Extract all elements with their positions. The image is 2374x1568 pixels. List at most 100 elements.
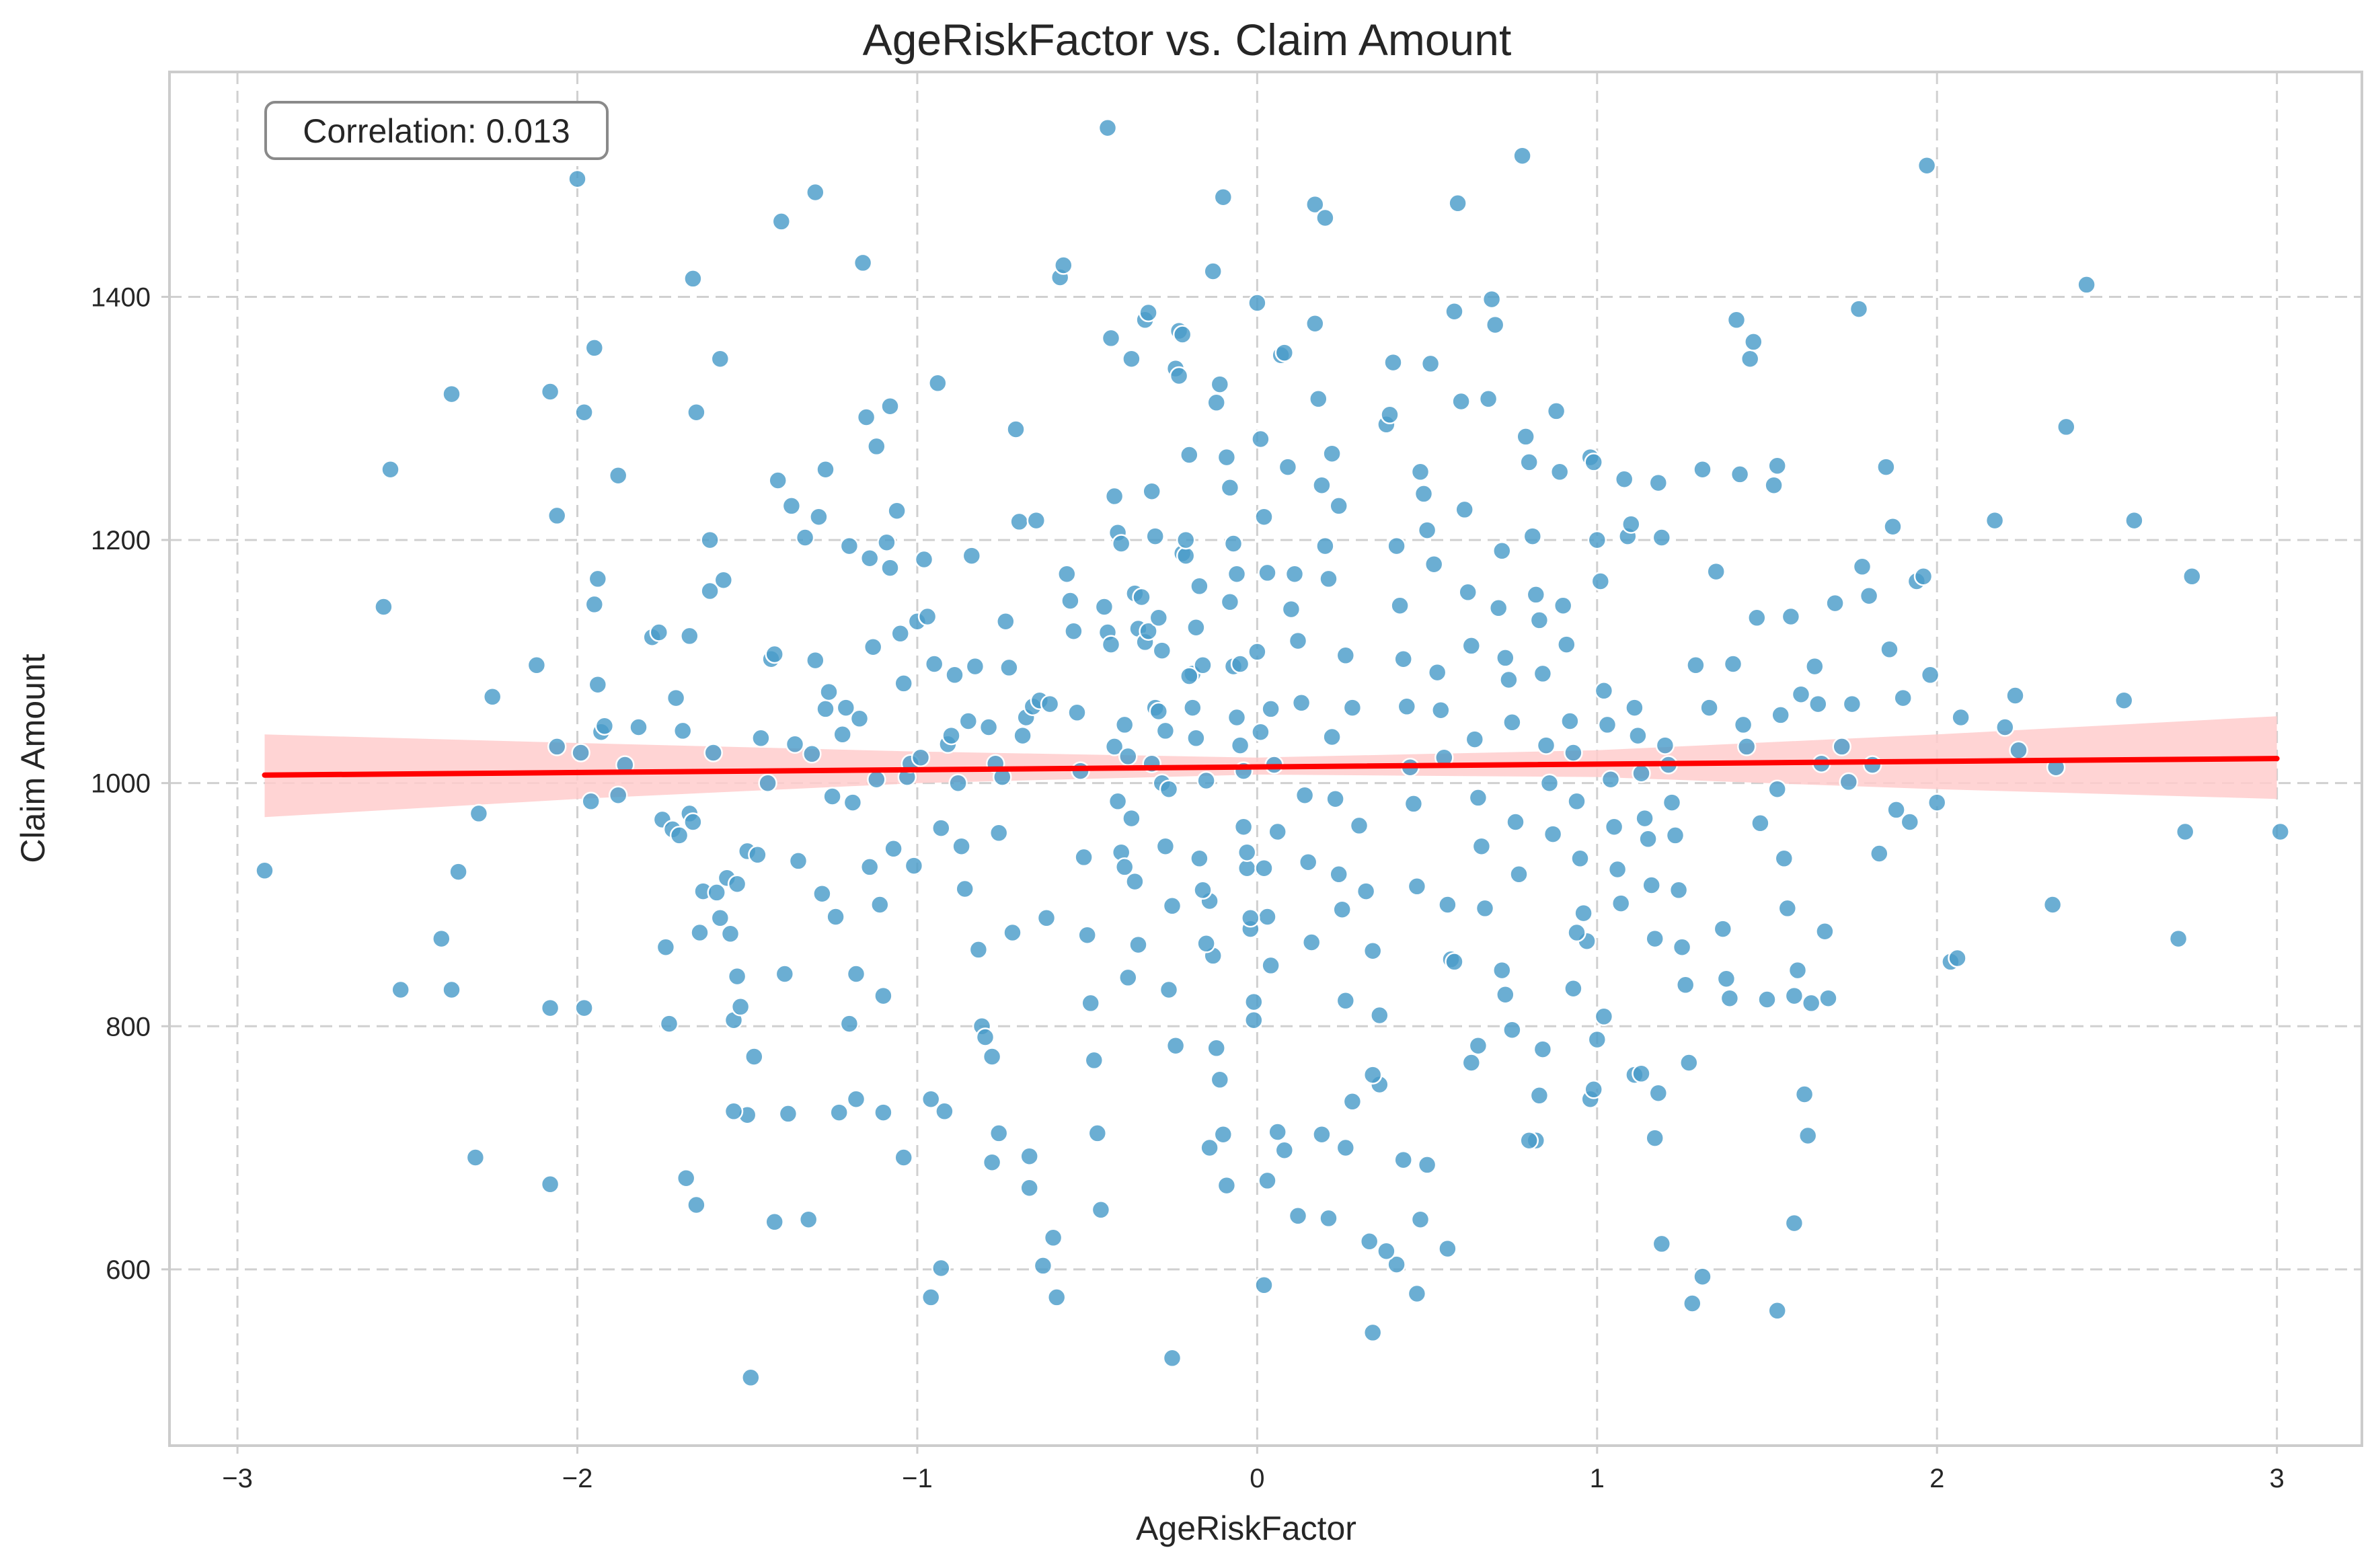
data-point <box>1492 541 1512 561</box>
data-point <box>1217 447 1237 467</box>
data-point <box>588 674 608 695</box>
data-point <box>816 699 835 719</box>
data-point <box>608 465 628 485</box>
data-point <box>1679 1053 1699 1072</box>
data-point <box>1465 730 1485 749</box>
data-point <box>1217 1175 1237 1195</box>
data-point <box>1448 194 1467 213</box>
data-point <box>1363 1065 1383 1085</box>
data-point <box>1237 842 1257 862</box>
data-point <box>1196 934 1216 953</box>
data-point <box>1370 1005 1389 1025</box>
data-point <box>683 812 703 832</box>
data-point <box>1686 656 1706 675</box>
data-point <box>673 721 693 741</box>
data-point <box>1203 262 1223 281</box>
data-point <box>1132 587 1151 607</box>
data-point <box>1026 510 1046 531</box>
data-point <box>1777 898 1798 918</box>
data-point <box>1122 808 1141 828</box>
data-point <box>1420 354 1441 374</box>
data-point <box>1210 375 1230 394</box>
data-point <box>1091 1200 1111 1220</box>
data-point <box>921 1288 941 1307</box>
data-point <box>1791 684 1811 704</box>
data-point <box>771 212 792 231</box>
data-point <box>666 688 686 708</box>
data-point <box>1165 1035 1186 1056</box>
data-point <box>1254 507 1274 526</box>
data-point <box>989 1124 1009 1143</box>
data-point <box>687 1195 706 1215</box>
data-point <box>1043 1228 1063 1248</box>
data-point <box>1842 694 1862 714</box>
data-point <box>1883 516 1903 537</box>
data-point <box>1193 656 1213 675</box>
data-point <box>1526 585 1546 604</box>
data-point <box>1359 1232 1379 1251</box>
data-point <box>812 884 832 904</box>
data-point <box>1305 313 1325 334</box>
data-point <box>1519 1130 1539 1150</box>
data-point <box>877 533 896 552</box>
data-point <box>1329 496 1348 516</box>
data-point <box>1176 546 1196 565</box>
y-tick-label: 600 <box>106 1255 151 1285</box>
data-point <box>1849 299 1869 319</box>
data-point <box>948 773 968 793</box>
data-point <box>1995 717 2015 737</box>
data-point <box>1764 475 1784 495</box>
data-point <box>999 658 1019 678</box>
data-point <box>1332 900 1352 919</box>
data-point <box>1893 688 1913 708</box>
data-point <box>887 501 907 520</box>
data-point <box>1767 779 1787 799</box>
data-point <box>1948 948 1967 968</box>
data-point <box>1536 736 1556 755</box>
data-point <box>1699 698 1719 717</box>
data-point <box>1468 1035 1488 1056</box>
data-point <box>1213 1124 1233 1144</box>
data-point <box>1186 617 1206 637</box>
data-point <box>540 382 560 401</box>
data-point <box>1230 736 1250 755</box>
data-point <box>962 546 982 565</box>
data-point <box>1635 808 1654 828</box>
data-point <box>1815 921 1835 941</box>
data-point <box>1139 303 1158 323</box>
data-point <box>1567 923 1586 943</box>
data-point <box>540 1175 560 1194</box>
data-point <box>1492 960 1512 980</box>
data-point <box>1509 865 1529 884</box>
data-point <box>1046 1288 1067 1307</box>
data-point <box>1033 1256 1053 1276</box>
data-point <box>2175 822 2195 842</box>
data-point <box>1077 925 1097 945</box>
data-point <box>1404 794 1424 814</box>
data-point <box>1805 656 1825 676</box>
data-point <box>1393 649 1413 669</box>
data-point <box>880 396 900 416</box>
data-point <box>707 883 726 902</box>
data-point <box>1244 992 1264 1012</box>
data-point <box>928 373 948 393</box>
data-point <box>1683 1294 1702 1313</box>
data-point <box>874 1103 893 1122</box>
data-point <box>1549 462 1570 482</box>
data-point <box>1652 1234 1672 1254</box>
data-point <box>1393 1150 1413 1170</box>
data-point <box>1519 453 1539 472</box>
data-point <box>1445 301 1464 321</box>
data-point <box>1733 715 1753 735</box>
data-point <box>1315 208 1335 228</box>
data-point <box>1149 608 1169 628</box>
data-point <box>1145 526 1165 546</box>
data-point <box>1410 462 1430 482</box>
data-point <box>952 836 971 856</box>
data-point <box>798 1210 818 1229</box>
data-point <box>894 674 913 693</box>
data-point <box>595 716 615 736</box>
data-point <box>1213 187 1233 207</box>
data-point <box>1461 636 1482 656</box>
data-point <box>1859 586 1879 606</box>
